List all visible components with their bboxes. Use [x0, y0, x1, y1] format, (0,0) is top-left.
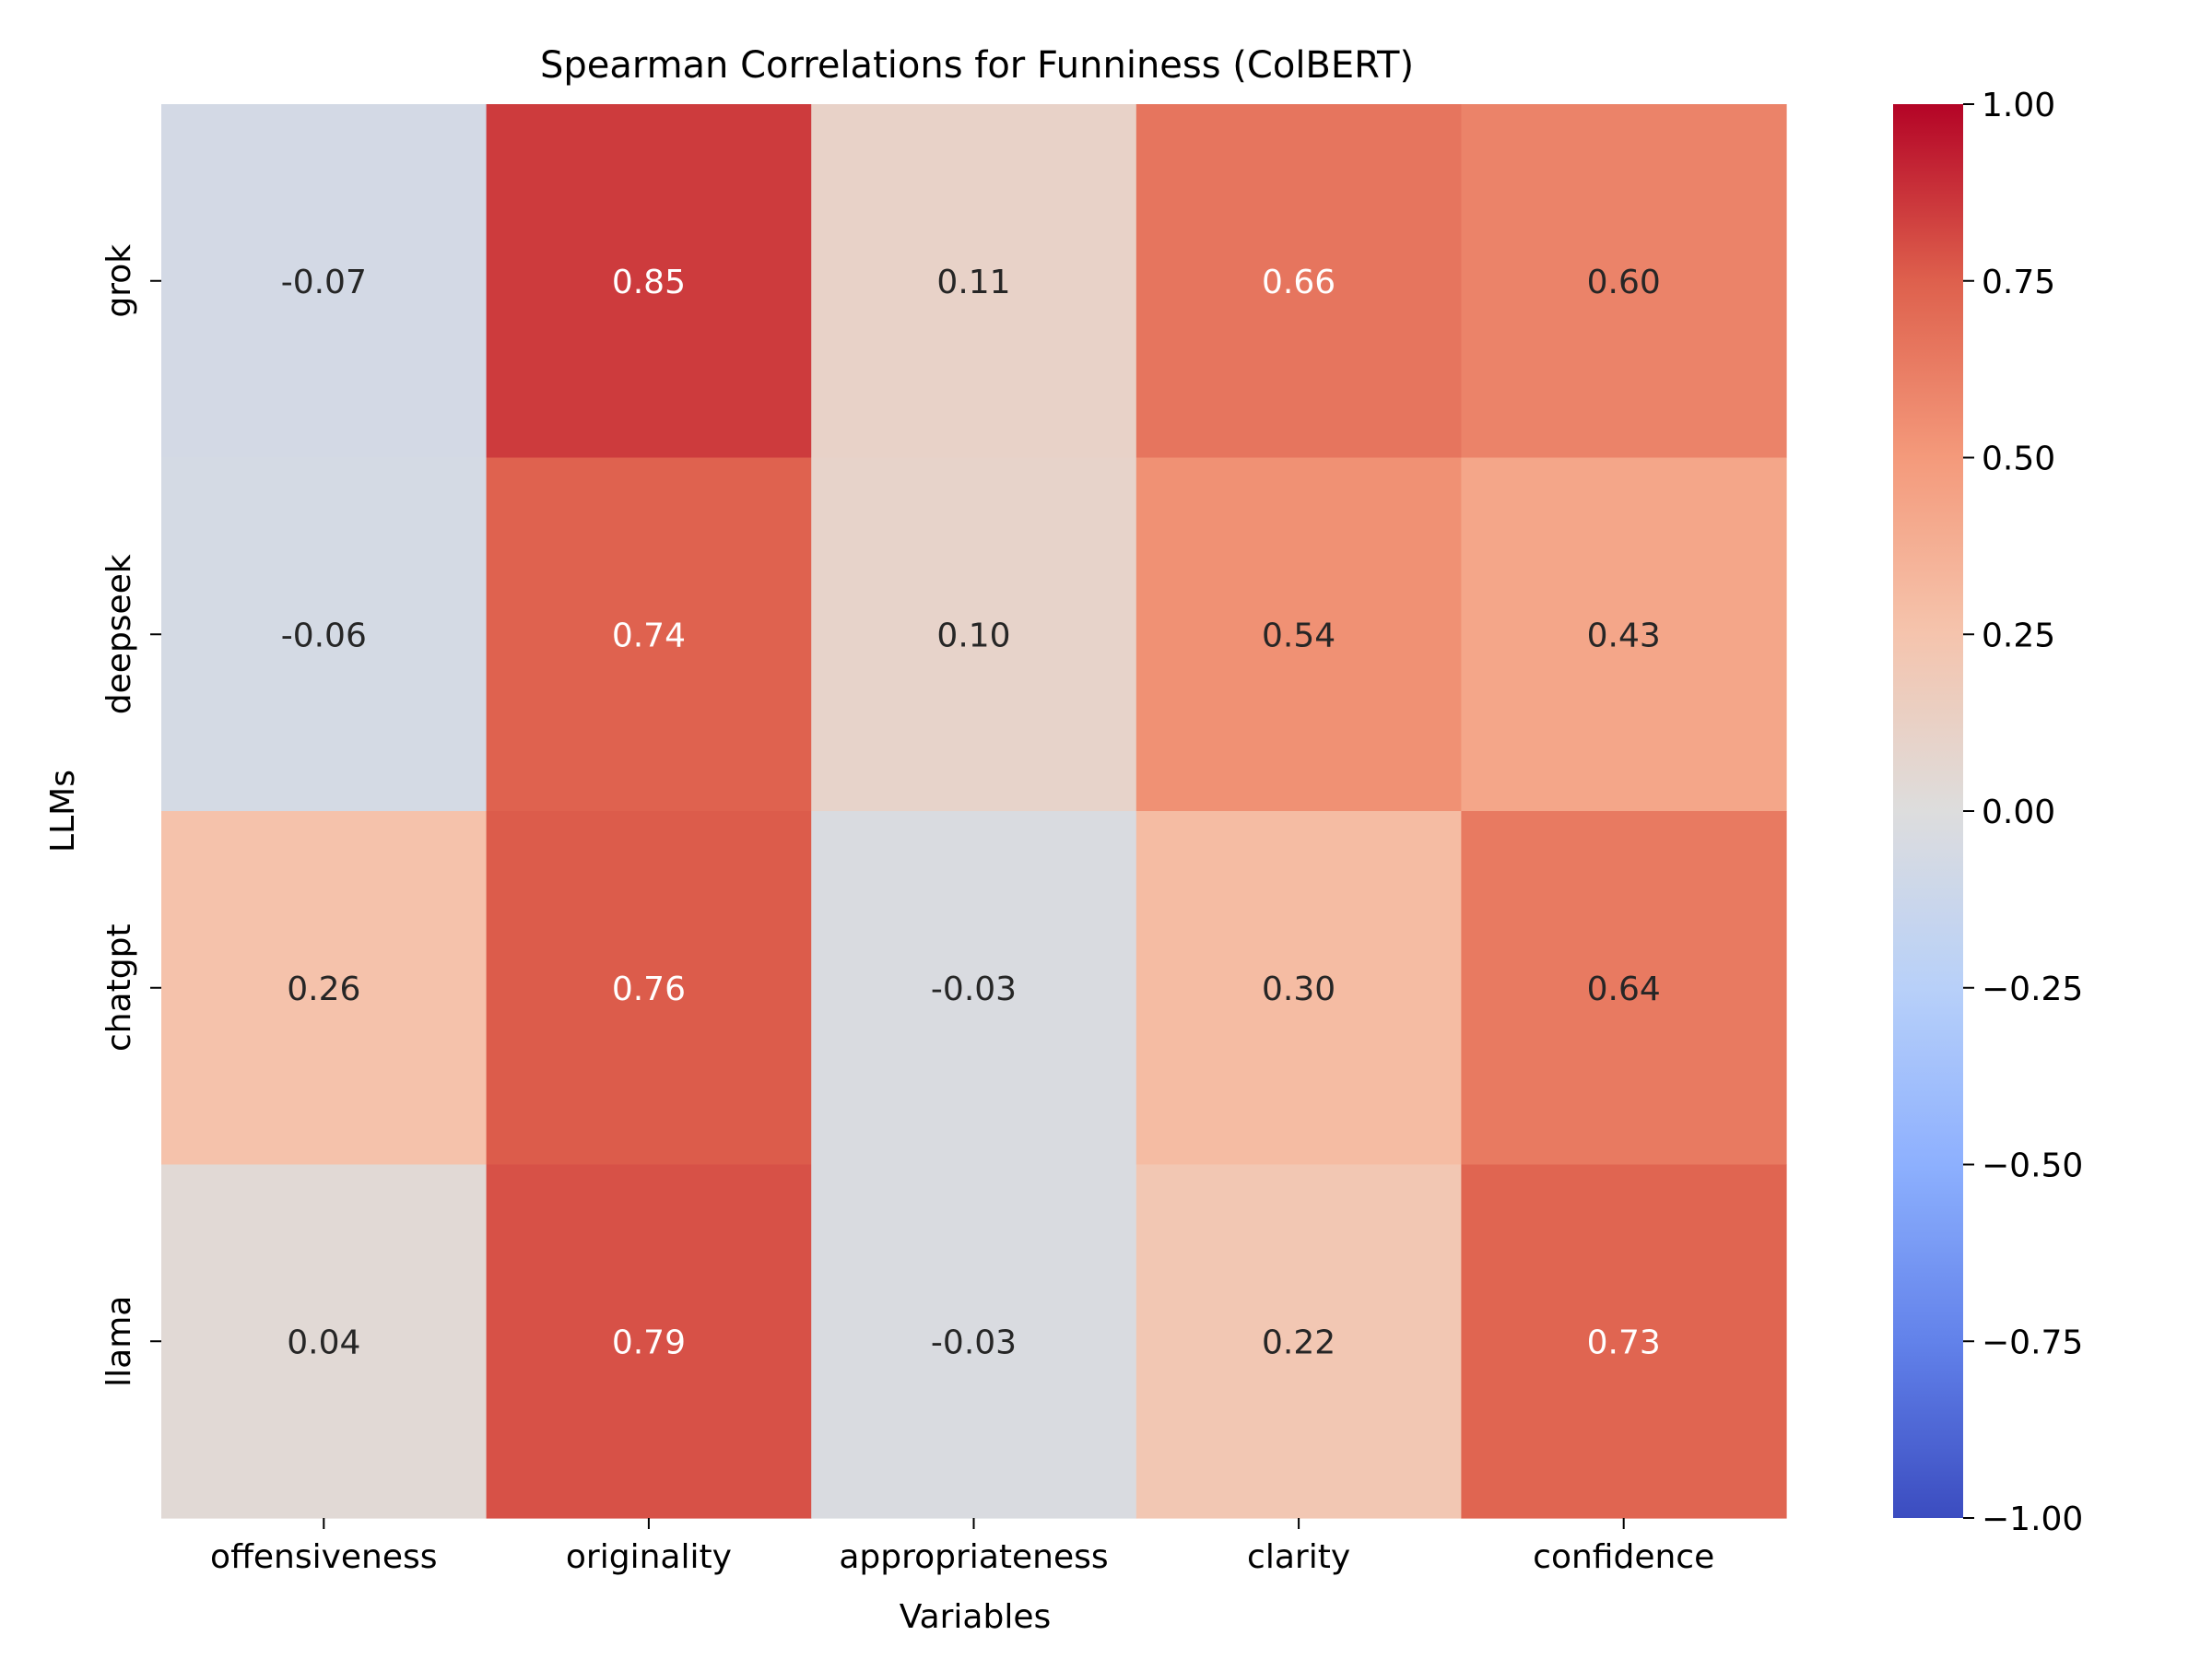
colorbar-tick-label: 0.00 — [1982, 794, 2055, 831]
heatmap-cell — [1461, 811, 1787, 1166]
y-axis: grok deepseek chatgpt llama — [100, 244, 161, 1387]
y-axis-label: LLMs — [44, 770, 82, 853]
heatmap-cell — [1135, 104, 1462, 459]
heatmap-cell — [161, 1164, 488, 1519]
cell-value-label: 0.11 — [936, 264, 1010, 301]
x-tick-label: appropriateness — [839, 1538, 1108, 1576]
heatmap-cell — [486, 457, 812, 812]
cell-value-label: 0.04 — [287, 1324, 360, 1361]
cell-value-label: 0.66 — [1262, 264, 1335, 301]
colorbar-tick-label: −0.25 — [1982, 971, 2083, 1008]
cell-value-label: 0.22 — [1262, 1324, 1335, 1361]
heatmap-cell — [486, 1164, 812, 1519]
cell-value-label: 0.79 — [612, 1324, 686, 1361]
heatmap-cell — [1135, 811, 1462, 1166]
cell-value-label: 0.43 — [1587, 617, 1661, 654]
heatmap-cell — [811, 104, 1137, 459]
heatmap-cell — [486, 811, 812, 1166]
cell-value-label: 0.26 — [287, 971, 360, 1008]
y-tick-label: deepseek — [100, 554, 138, 714]
heatmap-cell — [161, 457, 488, 812]
colorbar-tick-label: 1.00 — [1982, 87, 2055, 124]
cell-value-label: -0.03 — [931, 971, 1017, 1008]
y-tick-label: grok — [100, 244, 138, 318]
x-axis: offensiveness originality appropriateness c… — [210, 1518, 1714, 1576]
cell-value-labels: -0.07 0.85 0.11 0.66 0.60 -0.06 0.74 0.10 0.54 0.… — [281, 264, 1661, 1362]
heatmap-cell — [811, 457, 1137, 812]
x-axis-label: Variables — [900, 1598, 1052, 1636]
heatmap-cells — [161, 104, 1787, 1519]
x-tick-label: clarity — [1247, 1538, 1350, 1576]
cell-value-label: 0.64 — [1587, 971, 1661, 1008]
y-tick-label: chatgpt — [100, 924, 138, 1052]
heatmap-cell — [161, 104, 488, 459]
heatmap-cell — [1461, 457, 1787, 812]
heatmap-cell — [1135, 1164, 1462, 1519]
heatmap-cell — [811, 1164, 1137, 1519]
cell-value-label: 0.54 — [1262, 617, 1335, 654]
heatmap-cell — [811, 811, 1137, 1166]
colorbar: 1.00 0.75 0.50 0.25 0.00 −0.25 −0.50 −0.75 −1.00 — [1893, 87, 2083, 1538]
cell-value-label: -0.07 — [281, 264, 367, 301]
cell-value-label: 0.74 — [612, 617, 686, 654]
heatmap-cell — [1461, 1164, 1787, 1519]
heatmap-cell — [161, 811, 488, 1166]
cell-value-label: 0.76 — [612, 971, 686, 1008]
heatmap-cell — [486, 104, 812, 459]
x-tick-label: confidence — [1533, 1538, 1714, 1576]
colorbar-tick-label: −1.00 — [1982, 1500, 2083, 1538]
x-tick-label: originality — [566, 1538, 732, 1576]
colorbar-tick-label: 0.75 — [1982, 264, 2055, 301]
colorbar-tick-label: −0.75 — [1982, 1324, 2083, 1361]
colorbar-tick-label: 0.50 — [1982, 441, 2055, 478]
cell-value-label: 0.30 — [1262, 971, 1335, 1008]
cell-value-label: 0.10 — [936, 617, 1010, 654]
cell-value-label: 0.73 — [1587, 1324, 1661, 1361]
colorbar-tick-label: 0.25 — [1982, 617, 2055, 654]
heatmap-cell — [1135, 457, 1462, 812]
cell-value-label: 0.85 — [612, 264, 686, 301]
cell-value-label: 0.60 — [1587, 264, 1661, 301]
heatmap-cell — [1461, 104, 1787, 459]
y-tick-label: llama — [100, 1296, 138, 1387]
chart-title: Spearman Correlations for Funniness (Col… — [540, 44, 1414, 87]
x-tick-label: offensiveness — [210, 1538, 437, 1576]
cell-value-label: -0.03 — [931, 1324, 1017, 1361]
colorbar-tick-label: −0.50 — [1982, 1147, 2083, 1185]
cell-value-label: -0.06 — [281, 617, 367, 654]
colorbar-gradient — [1893, 104, 1963, 1518]
